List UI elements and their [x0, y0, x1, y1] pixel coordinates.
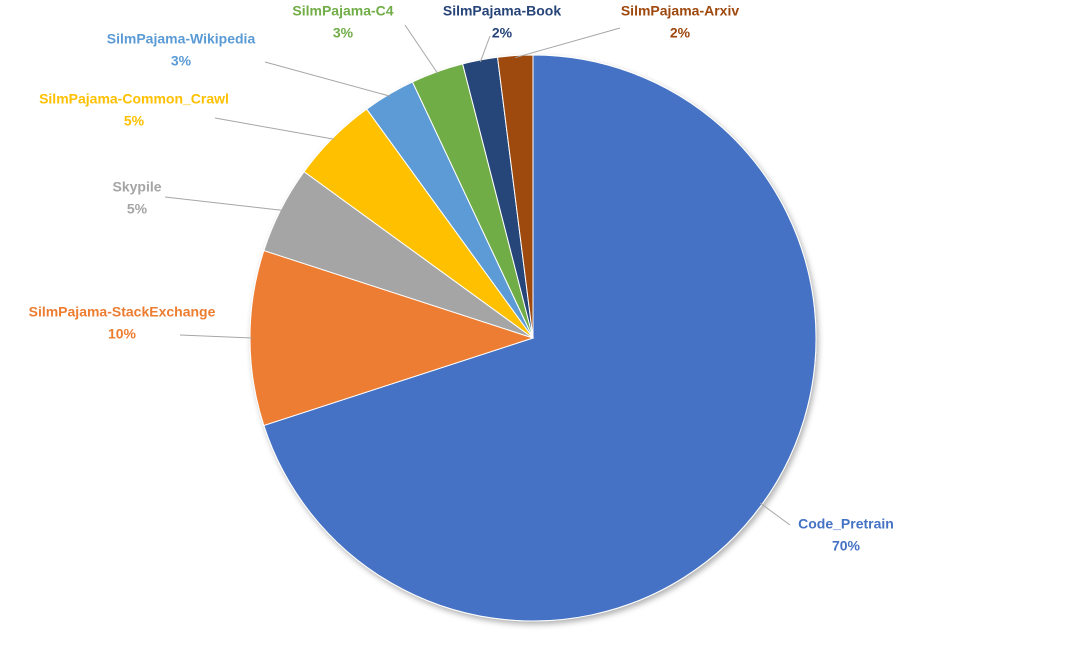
leader-line	[404, 24, 439, 74]
value-label: 2%	[492, 25, 513, 41]
leader-line	[479, 35, 491, 63]
category-label: SilmPajama-Common_Crawl	[39, 91, 229, 107]
leader-line	[515, 27, 621, 59]
category-label: SilmPajama-Book	[443, 3, 561, 19]
leader-line	[164, 196, 283, 211]
category-label: SilmPajama-Wikipedia	[107, 31, 256, 47]
leader-line	[214, 117, 335, 140]
value-label: 5%	[124, 113, 145, 129]
leader-line	[179, 334, 253, 339]
labels: Code_Pretrain 70% SilmPajama-StackExchange…	[29, 3, 894, 554]
leader-line	[264, 61, 391, 97]
value-label: 10%	[108, 326, 137, 342]
value-label: 3%	[333, 25, 354, 41]
slice	[496, 54, 534, 339]
leader-line	[760, 502, 791, 526]
value-label: 3%	[171, 53, 192, 69]
category-label: SilmPajama-Arxiv	[621, 3, 739, 19]
category-label: SilmPajama-C4	[292, 3, 393, 19]
category-label: SilmPajama-StackExchange	[29, 304, 216, 320]
value-label: 2%	[670, 25, 691, 41]
value-label: 5%	[127, 201, 148, 217]
category-label: Skypile	[112, 179, 161, 195]
category-label: Code_Pretrain	[798, 516, 894, 532]
pie	[249, 54, 817, 622]
value-label: 70%	[832, 538, 861, 554]
